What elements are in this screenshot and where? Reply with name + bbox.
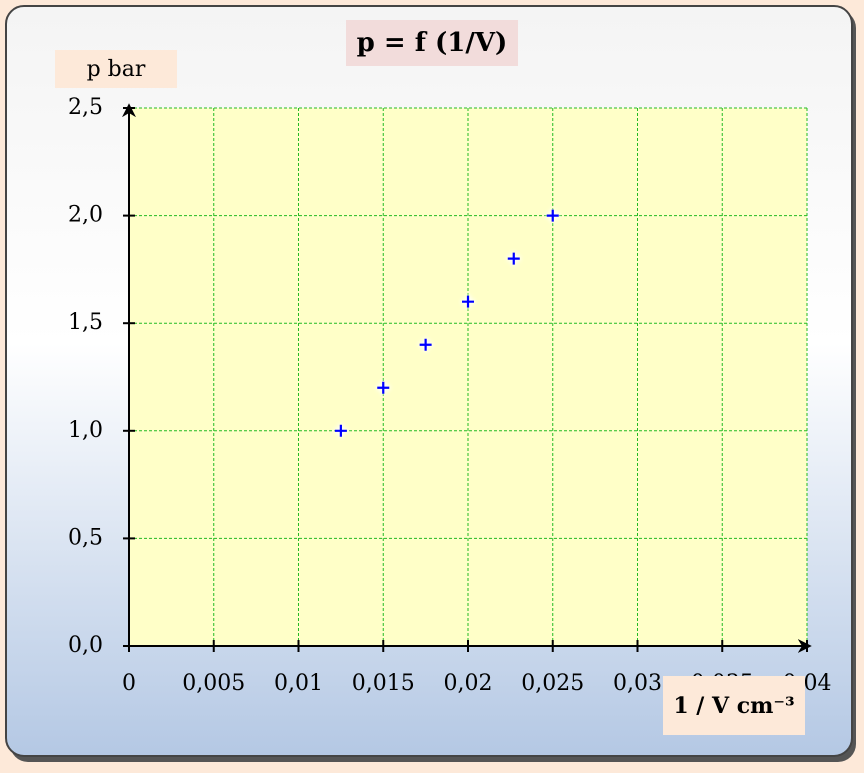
data-point	[546, 209, 559, 222]
plot-area	[129, 108, 807, 646]
y-tick-label: 1,5	[68, 310, 103, 335]
x-tick-label: 0,03	[613, 671, 662, 696]
x-label-box	[663, 676, 805, 735]
chart-title: p = f (1/V)	[357, 28, 508, 58]
y-tick-label: 2,0	[68, 203, 103, 228]
x-tick-label: 0	[122, 671, 136, 696]
y-tick-label: 1,0	[68, 418, 103, 443]
x-tick-label: 0,01	[274, 671, 323, 696]
y-tick-label: 0,0	[68, 633, 103, 658]
plot-layer	[123, 107, 808, 652]
y-tick-label: 0,5	[68, 525, 103, 550]
title-box	[346, 20, 518, 66]
x-tick-label: 0,02	[444, 671, 493, 696]
x-tick-label: 0,005	[182, 671, 245, 696]
data-point	[462, 295, 474, 308]
y-tick-label: 2,5	[68, 95, 103, 120]
data-point	[334, 424, 347, 437]
data-point	[507, 252, 520, 265]
data-point	[377, 381, 390, 394]
data-point	[419, 338, 432, 351]
x-tick-label: 0,015	[352, 671, 415, 696]
x-axis-label: 1 / V cm⁻³	[673, 693, 794, 719]
y-axis-label: p bar	[87, 57, 146, 82]
x-tick-label: 0,025	[521, 671, 584, 696]
y-label-box	[55, 50, 177, 88]
